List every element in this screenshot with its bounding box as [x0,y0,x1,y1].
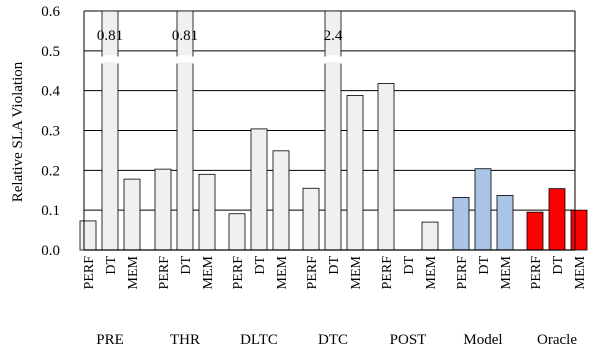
group-label-dltc: DLTC [240,332,278,348]
x-tick-label: PERF [231,256,246,290]
group-labels: PRE THR DLTC DTC POST Model Oracle [96,332,577,348]
bar-oracle-dt [548,188,566,251]
y-tick-label: 0.0 [41,243,60,259]
bar-post-perf [377,83,395,251]
bar-pre-mem [123,178,141,251]
x-tick-label: PERF [305,256,320,290]
group-label-oracle: Oracle [537,332,577,348]
x-tick-label: PERF [82,256,97,290]
axis-breaks [99,54,344,65]
x-tick-label: DT [477,256,492,275]
x-tick-label: MEM [424,255,439,289]
group-label-dtc: DTC [318,332,348,348]
x-tick-label: MEM [573,255,588,289]
y-tick-label: 0.1 [41,203,60,219]
x-tick-labels: PERF DT MEM PERF DT MEM PERF DT MEM PERF DT MEM PERF… [82,255,588,289]
x-tick-label: PERF [380,256,395,290]
bar-oracle-perf [526,211,544,251]
axes [83,11,576,251]
axis-break-mark [99,54,121,65]
bar-pre-dt [101,10,119,251]
bar-dltc-mem [272,150,290,251]
y-tick-label: 0.3 [41,124,60,140]
bar-value-label: 2.4 [324,28,343,44]
bar-model-mem [496,195,514,251]
x-tick-label: DT [253,256,268,275]
group-label-thr: THR [170,332,200,348]
bar-value-label: 0.81 [97,28,123,44]
axis-break-mark [174,54,196,65]
group-label-post: POST [390,332,427,348]
x-tick-label: MEM [349,255,364,289]
y-tick-label: 0.2 [41,163,60,179]
y-tick-labels: 0.0 0.1 0.2 0.3 0.4 0.5 0.6 [41,4,60,259]
bar-dtc-dt [324,10,342,251]
x-tick-label: PERF [529,256,544,290]
bar-dltc-perf [228,213,246,251]
bars [79,10,588,251]
bar-value-label: 0.81 [172,28,198,44]
y-tick-label: 0.6 [41,4,60,20]
group-label-pre: PRE [96,332,124,348]
bar-thr-dt [176,10,194,251]
bar-model-dt [474,168,492,251]
x-tick-label: MEM [275,255,290,289]
x-tick-label: DT [104,256,119,275]
bar-dtc-mem [346,95,364,251]
x-tick-label: PERF [455,256,470,290]
x-tick-label: MEM [201,255,216,289]
x-tick-label: MEM [126,255,141,289]
bar-post-mem [421,221,439,251]
bar-oracle-mem [570,209,588,251]
bar-thr-mem [198,173,216,251]
x-tick-label: MEM [499,255,514,289]
bar-model-perf [452,197,470,251]
x-tick-label: PERF [157,256,172,290]
x-tick-label: DT [402,256,417,275]
axis-break-mark [322,54,344,65]
y-axis-label: Relative SLA Violation [10,61,26,202]
y-tick-label: 0.4 [41,84,60,100]
x-tick-label: DT [179,256,194,275]
y-tick-label: 0.5 [41,44,60,60]
x-tick-label: DT [551,256,566,275]
group-label-model: Model [463,332,502,348]
bar-dtc-perf [302,187,320,251]
bar-pre-perf [79,220,97,251]
bar-dltc-dt [250,128,268,251]
data-labels: 0.81 0.81 2.4 [97,28,343,44]
x-tick-label: DT [327,256,342,275]
bar-thr-perf [154,168,172,251]
